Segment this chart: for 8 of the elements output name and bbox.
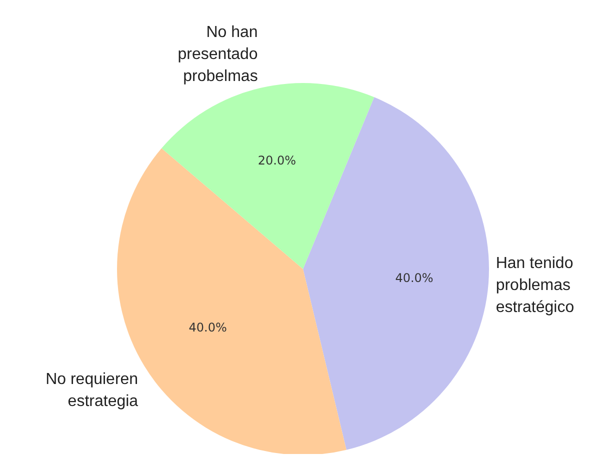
data-label: 20.0% — [258, 153, 296, 168]
slice-label: No requieren estrategia — [46, 371, 138, 410]
data-label: 40.0% — [395, 270, 434, 285]
slice-label: No han presentado probelmas — [178, 24, 258, 85]
pie-slice — [162, 83, 374, 269]
slice-label: Han tenido problemas estratégico — [496, 255, 574, 316]
data-label: 40.0% — [188, 320, 227, 334]
pie-slice — [303, 97, 489, 450]
